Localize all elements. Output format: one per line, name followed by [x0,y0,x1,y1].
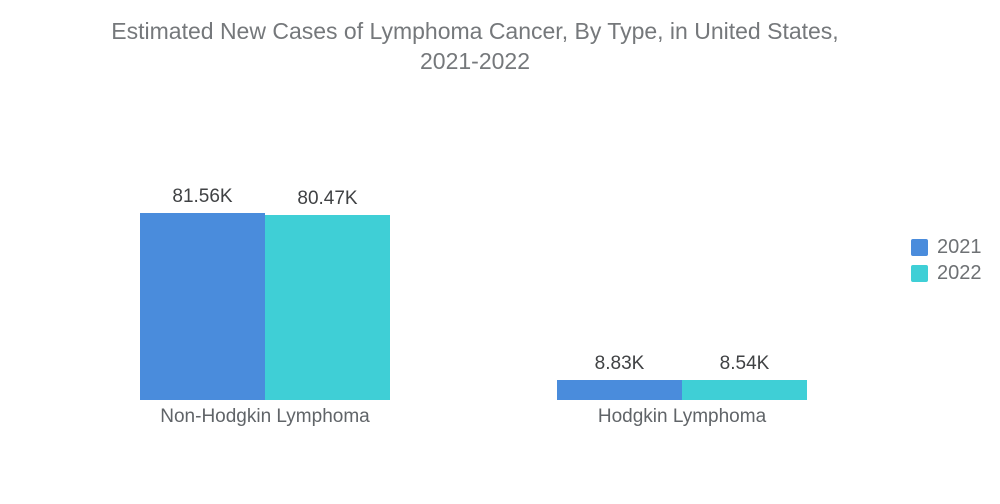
bar-2022-non-hodgkin-lymphoma[interactable] [265,215,390,400]
bar-value-label-2022-hodgkin-lymphoma: 8.54K [719,353,770,375]
chart-title-line1: Estimated New Cases of Lymphoma Cancer, … [111,18,839,44]
bar-value-label-2021-non-hodgkin-lymphoma: 81.56K [172,185,233,207]
legend-label: 2021 [937,236,982,258]
bar-value-label-2022-non-hodgkin-lymphoma: 80.47K [297,188,358,209]
bar-2021-non-hodgkin-lymphoma[interactable] [140,212,265,400]
legend-label: 2022 [937,262,982,284]
chart-title-line2: 2021-2022 [420,48,530,74]
legend-swatch-icon [911,265,928,282]
bar-value-label-2021-hodgkin-lymphoma: 8.83K [594,352,645,374]
bar-2022-hodgkin-lymphoma[interactable] [682,380,807,400]
bar-2021-hodgkin-lymphoma[interactable] [557,379,682,400]
legend-item-2022[interactable]: 2022 [911,262,982,284]
legend-item-2021[interactable]: 2021 [911,236,982,258]
chart-title: Estimated New Cases of Lymphoma Cancer, … [0,16,950,76]
category-label-non-hodgkin-lymphoma: Non-Hodgkin Lymphoma [160,406,370,427]
legend-swatch-icon [911,239,928,256]
legend: 2021 2022 [911,236,982,290]
category-label-hodgkin-lymphoma: Hodgkin Lymphoma [597,406,767,427]
